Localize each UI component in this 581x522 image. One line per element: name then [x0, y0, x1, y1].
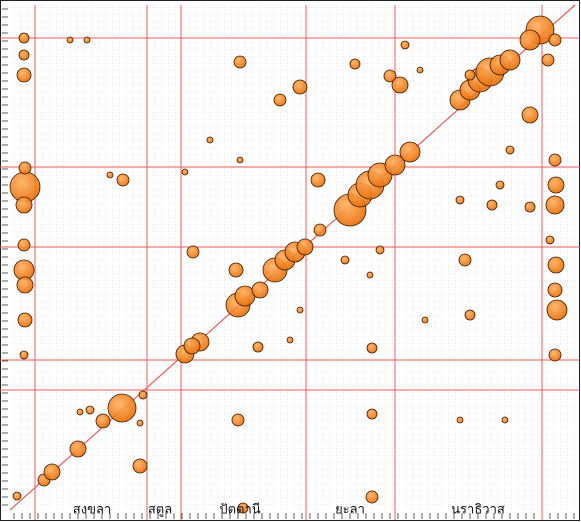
- bubble: [366, 271, 374, 279]
- bubble: [455, 195, 465, 205]
- bubble: [310, 172, 326, 188]
- bubble: [16, 276, 34, 294]
- bubble: [69, 440, 87, 458]
- bubble: [464, 309, 476, 321]
- group-label: ยะลา: [335, 503, 365, 518]
- bubble: [366, 342, 378, 354]
- bubble: [132, 458, 148, 474]
- bubble: [251, 281, 269, 299]
- bubble: [340, 255, 350, 265]
- bubble: [138, 390, 148, 400]
- bubble: [136, 419, 144, 427]
- bubble: [296, 306, 304, 314]
- bubble: [85, 405, 95, 415]
- bubble: [458, 253, 472, 267]
- bubble: [524, 201, 536, 213]
- bubble: [548, 348, 562, 362]
- bubble: [106, 171, 114, 179]
- bubble: [421, 316, 429, 324]
- bubble: [107, 393, 137, 423]
- bubble: [66, 36, 74, 44]
- bubble: [43, 463, 61, 481]
- bubble: [237, 502, 249, 514]
- bubble: [186, 245, 200, 259]
- bubble: [206, 136, 214, 144]
- bubble: [499, 49, 521, 71]
- group-label: สตูล: [148, 503, 172, 518]
- bubble: [384, 154, 406, 176]
- bubble: [366, 408, 378, 420]
- bubble: [313, 223, 327, 237]
- bubble: [18, 49, 30, 61]
- bubble: [17, 238, 31, 252]
- bubble: [116, 173, 130, 187]
- bubble: [547, 282, 563, 298]
- bubble: [18, 161, 32, 175]
- bubble: [495, 180, 505, 190]
- bubble: [231, 413, 245, 427]
- bubble: [228, 262, 244, 278]
- bubble: [17, 312, 33, 328]
- bubble: [18, 32, 30, 44]
- bubble: [541, 53, 555, 67]
- bubble: [181, 168, 189, 176]
- bubble: [252, 341, 264, 353]
- bubble: [375, 245, 385, 255]
- bubble: [546, 299, 568, 321]
- bubble: [501, 416, 509, 424]
- bubble: [95, 413, 111, 429]
- bubble: [183, 337, 201, 355]
- group-label: นราธิวาส: [451, 503, 505, 518]
- bubble: [464, 69, 476, 81]
- bubble: [400, 40, 410, 50]
- bubble: [19, 350, 29, 360]
- bubble: [233, 55, 247, 69]
- bubble: [545, 195, 565, 215]
- bubble: [76, 408, 84, 416]
- bubble: [83, 36, 91, 44]
- bubble: [486, 199, 498, 211]
- bubble: [547, 176, 565, 194]
- group-label: สงขลา: [73, 503, 111, 518]
- bubble: [521, 106, 539, 124]
- bubble: [286, 336, 294, 344]
- bubble: [399, 141, 421, 163]
- bubble: [519, 29, 541, 51]
- bubble: [456, 416, 464, 424]
- bubble: [547, 256, 565, 274]
- bubble: [505, 145, 515, 155]
- bubble: [365, 490, 379, 504]
- bubble: [273, 93, 287, 107]
- bubble: [16, 67, 32, 83]
- bubble: [292, 79, 308, 95]
- bubble: [548, 33, 562, 47]
- bubble: [548, 153, 562, 167]
- bubble: [383, 69, 397, 83]
- bubble: [391, 76, 409, 94]
- bubble: [236, 156, 244, 164]
- bubble: [349, 58, 361, 70]
- group-label: ปัตตานี: [219, 502, 260, 518]
- bubble: [296, 238, 314, 256]
- bubble: [545, 235, 555, 245]
- bubble: [12, 491, 22, 501]
- bubble: [15, 196, 33, 214]
- bubble: [416, 66, 424, 74]
